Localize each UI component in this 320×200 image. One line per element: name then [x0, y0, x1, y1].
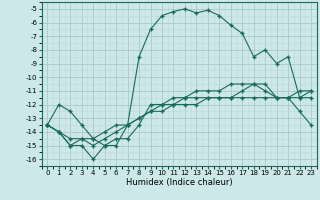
X-axis label: Humidex (Indice chaleur): Humidex (Indice chaleur) [126, 178, 233, 187]
